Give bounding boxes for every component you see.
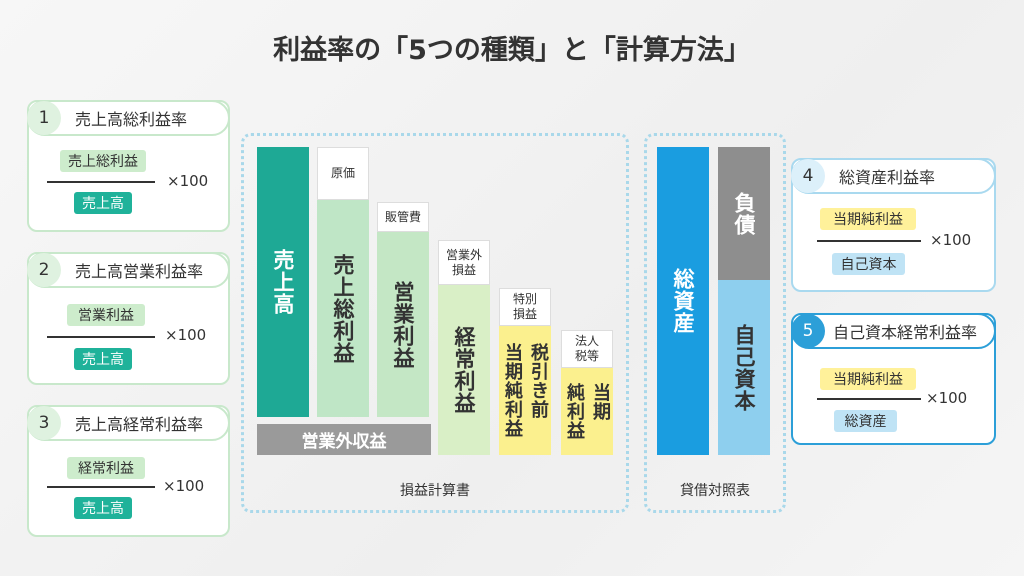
denominator: 売上高 [74, 192, 132, 214]
operating-profit-block: 営業利益 [377, 232, 429, 417]
card-number: 4 [791, 159, 825, 193]
denominator: 自己資本 [832, 253, 905, 275]
card-name: 総資産利益率 [839, 168, 936, 187]
multiplier: ×100 [165, 326, 207, 344]
multiplier: ×100 [926, 389, 968, 407]
fraction-line [47, 486, 155, 488]
card-number: 5 [791, 314, 825, 348]
page-title: 利益率の「5つの種類」と「計算方法」 [273, 35, 751, 66]
denominator: 売上高 [74, 497, 132, 519]
block-label: 自己資本 [732, 323, 756, 412]
gross-profit-block: 売上総利益 [317, 200, 369, 417]
block-label: 当期 純利益 [561, 383, 613, 440]
formula-card: 2 売上高営業利益率 営業利益 売上高 ×100 [27, 252, 230, 385]
block-label: 損益 [451, 262, 476, 277]
card-name: 売上高総利益率 [75, 110, 188, 129]
ordinary-profit-block: 経常利益 [438, 285, 490, 455]
card-header: 3 売上高経常利益率 [27, 405, 230, 441]
formula-card: 1 売上高総利益率 売上総利益 売上高 ×100 [27, 100, 230, 232]
fraction-line [817, 240, 921, 242]
block-label: 経常利益 [452, 326, 476, 414]
card-header: 5 自己資本経常利益率 [791, 313, 996, 349]
numerator: 経常利益 [67, 457, 145, 479]
multiplier: ×100 [163, 477, 205, 495]
block-label-line: 当期純利益 [502, 343, 523, 438]
equity-block: 自己資本 [718, 280, 770, 455]
card-name: 自己資本経常利益率 [833, 323, 978, 342]
card-name: 売上高営業利益率 [75, 262, 204, 281]
numerator: 当期純利益 [820, 208, 916, 230]
block-label: 営業外 [445, 247, 482, 262]
block-label-line: 税引き前 [528, 343, 549, 419]
card-name: 売上高経常利益率 [75, 415, 204, 434]
block-label: 税等 [574, 349, 599, 363]
block-label: 原価 [330, 166, 355, 180]
formula-card: 5 自己資本経常利益率 当期純利益 総資産 ×100 [791, 313, 996, 445]
block-label: 営業利益 [391, 280, 415, 369]
frame-label: 損益計算書 [400, 483, 470, 499]
extraordinary-block: 特別 損益 [499, 288, 551, 326]
formula-card: 4 総資産利益率 当期純利益 自己資本 ×100 [791, 158, 996, 292]
block-label-line: 純利益 [564, 383, 585, 440]
card-header: 2 売上高営業利益率 [27, 252, 230, 288]
block-label: 法人 [574, 334, 599, 348]
multiplier: ×100 [930, 231, 972, 249]
liabilities-block: 負債 [718, 147, 770, 280]
block-label: 売上高 [271, 249, 295, 315]
frame-label: 貸借対照表 [680, 483, 750, 499]
block-label: 総資産 [671, 268, 695, 334]
sales-block: 売上高 [257, 147, 309, 417]
sga-block: 販管費 [377, 202, 429, 232]
fraction-line [47, 181, 155, 183]
block-label: 販管費 [384, 209, 421, 224]
denominator: 総資産 [834, 410, 897, 432]
total-assets-block: 総資産 [657, 147, 709, 455]
block-label: 売上総利益 [331, 253, 355, 364]
block-label: 特別 [512, 292, 537, 306]
denominator: 売上高 [74, 348, 132, 370]
formula-card: 3 売上高経常利益率 経常利益 売上高 ×100 [27, 405, 230, 537]
non-operating-income-block: 営業外収益 [257, 424, 431, 455]
net-profit-block: 当期 純利益 [561, 368, 613, 455]
tax-block: 法人 税等 [561, 330, 613, 368]
card-header: 4 総資産利益率 [791, 158, 996, 194]
block-label: 税引き前 当期純利益 [499, 343, 551, 438]
card-number: 2 [27, 253, 61, 287]
numerator: 売上総利益 [60, 150, 146, 172]
pretax-profit-block: 税引き前 当期純利益 [499, 326, 551, 455]
non-operating-block: 営業外 損益 [438, 240, 490, 285]
card-header: 1 売上高総利益率 [27, 100, 230, 136]
numerator: 当期純利益 [820, 368, 916, 390]
fraction-line [47, 336, 155, 338]
fraction-line [817, 398, 921, 400]
numerator: 営業利益 [67, 304, 145, 326]
multiplier: ×100 [167, 172, 209, 190]
block-label: 負債 [732, 191, 756, 236]
card-number: 3 [27, 406, 61, 440]
block-label: 損益 [512, 307, 537, 321]
card-number: 1 [27, 101, 61, 135]
income-statement-frame [241, 133, 629, 513]
block-label-line: 当期 [590, 383, 611, 421]
block-label: 営業外収益 [301, 432, 387, 452]
cost-block: 原価 [317, 147, 369, 200]
balance-sheet-frame [644, 133, 786, 513]
